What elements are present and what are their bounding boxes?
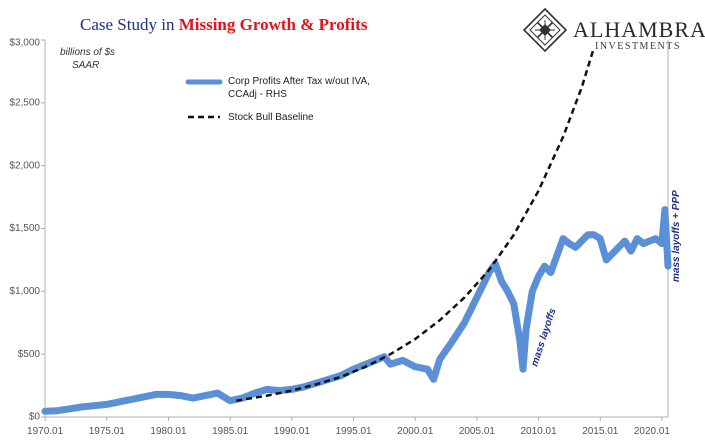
x-tick-label: 2020.01 [634,426,671,437]
x-tick-label: 1985.01 [212,426,249,437]
diamond-lattice-logo-icon [522,7,568,53]
x-tick-label: 1990.01 [274,426,311,437]
legend-label-baseline: Stock Bull Baseline [228,112,314,123]
series-line-baseline [235,47,596,402]
legend-label-profits-1: Corp Profits After Tax w/out IVA, [228,76,370,87]
x-tick-label: 1995.01 [335,426,372,437]
y-tick-label: $2,000 [9,160,40,171]
x-tick-label: 2000.01 [397,426,434,437]
y-tick-label: $1,500 [9,223,40,234]
y-tick-label: $1,000 [9,286,40,297]
brand-name: ALHAMBRA [573,17,705,42]
x-tick-label: 1970.01 [27,426,64,437]
axes [44,40,669,418]
x-axis-ticks: 1970.01 1975.01 1980.01 1985.01 1990.01 1995.… [27,417,670,437]
y-tick-label: $0 [29,412,41,423]
brand-subtitle: INVESTMENTS [595,41,681,52]
title-part-2: Missing Growth & Profits [179,15,368,34]
x-tick-label: 2005.01 [459,426,496,437]
y-axis-ticks: $0 $500 $1,000 $1,500 $2,000 $2,500 $3,000 [9,38,45,423]
title-part-1: Case Study in [80,15,179,34]
legend-label-profits-2: CCAdj - RHS [228,89,287,100]
x-tick-label: 2015.01 [582,426,619,437]
y-tick-label: $500 [18,349,41,360]
units-label-line-1: billions of $s [60,47,115,58]
x-tick-label: 1980.01 [150,426,187,437]
y-tick-label: $2,500 [9,97,40,108]
units-label-line-2: SAAR [72,60,99,71]
legend: Corp Profits After Tax w/out IVA, CCAdj … [185,76,370,123]
y-tick-label: $3,000 [9,38,40,49]
annotation-mass-layoffs: mass layoffs [529,307,558,368]
x-tick-label: 1975.01 [89,426,126,437]
chart-title: Case Study in Missing Growth & Profits [80,15,368,34]
series-line-profits [41,206,672,415]
x-tick-label: 2010.01 [521,426,558,437]
annotation-mass-layoffs-ppp: mass layoffs + PPP [671,190,682,282]
